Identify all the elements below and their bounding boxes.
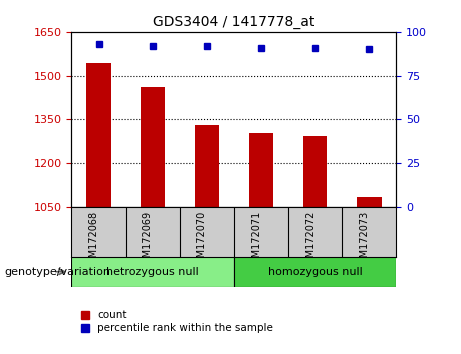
Text: GSM172071: GSM172071 (251, 211, 261, 270)
Text: GSM172073: GSM172073 (360, 211, 369, 270)
Bar (303, 136, 327, 207)
Bar (141, 87, 165, 207)
Text: GSM172069: GSM172069 (143, 211, 153, 270)
Title: GDS3404 / 1417778_at: GDS3404 / 1417778_at (153, 16, 315, 29)
Text: genotype/variation: genotype/variation (5, 267, 111, 277)
Text: GSM172070: GSM172070 (197, 211, 207, 270)
Text: hetrozygous null: hetrozygous null (106, 267, 199, 277)
Legend: count, percentile rank within the sample: count, percentile rank within the sample (77, 306, 278, 338)
Bar (234, 257, 396, 287)
Text: homozygous null: homozygous null (268, 267, 363, 277)
Bar (249, 133, 273, 207)
Bar (357, 197, 382, 207)
Text: GSM172068: GSM172068 (89, 211, 99, 270)
Bar (71, 257, 234, 287)
Text: GSM172072: GSM172072 (305, 211, 315, 270)
Bar (195, 125, 219, 207)
Bar (86, 63, 111, 207)
